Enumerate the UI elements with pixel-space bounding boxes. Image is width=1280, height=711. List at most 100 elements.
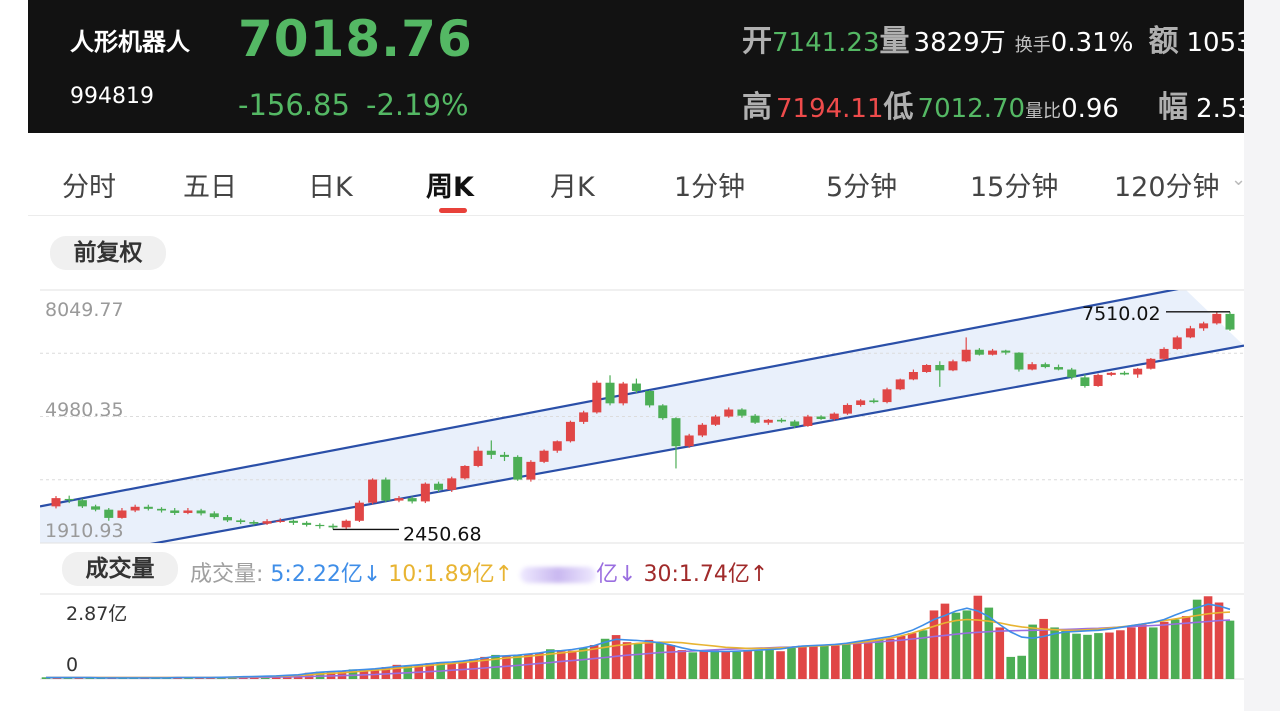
volume-bar	[74, 677, 84, 679]
tab-weekly-k[interactable]: 周K	[426, 172, 474, 203]
right-margin	[1244, 0, 1280, 711]
tab-daily-k[interactable]: 日K	[308, 172, 353, 203]
candle-body	[434, 483, 444, 490]
volume-indicator-button[interactable]: 成交量	[62, 552, 178, 586]
tab-15min[interactable]: 15分钟	[970, 172, 1059, 203]
candle-body	[988, 350, 998, 355]
volume-bar	[622, 642, 632, 679]
obscured-value	[520, 567, 597, 583]
volume-ratio-value: 0.96	[1061, 94, 1119, 124]
candle-body	[539, 450, 549, 462]
volume-bar	[447, 663, 456, 679]
candle-body	[447, 478, 457, 490]
volume-bar	[962, 610, 972, 679]
low-label: 低	[883, 90, 914, 125]
volume-bar	[984, 607, 994, 679]
volume-bar	[1127, 627, 1136, 679]
candle-body	[816, 416, 826, 419]
amount-value: 1053	[1186, 28, 1245, 58]
volume-bar	[820, 645, 829, 679]
candle-body	[631, 383, 641, 391]
candle-body	[1080, 377, 1090, 387]
volume-bar	[556, 651, 566, 679]
kline-chart[interactable]: 8049.77 4980.35 1910.93 7510.02 2450.68 2.87亿…	[0, 0, 1244, 711]
adjust-mode-button[interactable]: 前复权	[50, 236, 166, 270]
volume-bar	[524, 654, 533, 679]
volume-bar	[765, 649, 774, 679]
candle-body	[407, 498, 417, 502]
candle-body	[249, 522, 259, 524]
candle-body	[328, 525, 338, 528]
candle-body	[671, 418, 681, 447]
candle-body	[315, 524, 325, 527]
volume-bar	[841, 644, 851, 679]
stock-code: 994819	[70, 84, 154, 109]
candle-body	[170, 510, 180, 513]
volume-bar	[644, 639, 654, 679]
volume-bar	[589, 645, 599, 679]
candle-body	[1093, 374, 1103, 387]
tab-intraday[interactable]: 分时	[62, 172, 116, 203]
channel-fill	[40, 290, 1244, 543]
candle-body	[513, 456, 523, 480]
price-change: -156.85	[238, 88, 350, 122]
tab-120min[interactable]: 120分钟	[1114, 172, 1220, 203]
period-tabs: 分时 五日 日K 周K 月K 1分钟 5分钟 15分钟 120分钟 ⌄	[28, 147, 1247, 216]
tab-1min[interactable]: 1分钟	[674, 172, 746, 203]
volume-bar	[392, 664, 402, 679]
ma20-legend: 亿↓	[596, 562, 637, 587]
chevron-down-icon[interactable]: ⌄	[1231, 169, 1247, 190]
amplitude-label: 幅	[1158, 90, 1189, 125]
high-value: 7194.11	[776, 94, 884, 124]
tab-5min[interactable]: 5分钟	[826, 172, 898, 203]
tab-monthly-k[interactable]: 月K	[550, 172, 595, 203]
low-value: 7012.70	[917, 94, 1026, 124]
candle-body	[605, 382, 615, 404]
volume-bar	[754, 650, 763, 679]
amount-label: 额	[1148, 24, 1179, 59]
volume-bar	[1159, 621, 1169, 679]
candle-body	[1001, 350, 1011, 353]
y-axis-label: 1910.93	[45, 520, 124, 542]
candle-body	[592, 382, 602, 413]
candle-body	[420, 483, 430, 502]
candle-body	[341, 520, 351, 528]
volume-bar	[809, 646, 818, 679]
channel-lower-line	[149, 344, 1244, 543]
candle-body	[394, 498, 404, 501]
price-change-percent: -2.19%	[366, 88, 469, 122]
left-margin	[0, 0, 28, 711]
volume-bar	[381, 667, 391, 679]
volume-bar	[600, 638, 610, 679]
max-price-label: 7510.02	[1082, 303, 1161, 325]
volume-bar	[874, 639, 884, 679]
volume-bar	[1094, 633, 1103, 679]
volume-label: 量	[879, 24, 910, 59]
volume-bar	[677, 650, 687, 679]
candle-body	[842, 404, 852, 414]
volume-bar	[1105, 632, 1114, 679]
candle-body	[368, 479, 378, 503]
volume-bar	[1225, 620, 1235, 679]
y-axis-label: 8049.77	[45, 299, 124, 321]
candle-body	[1040, 364, 1050, 368]
tab-five-day[interactable]: 五日	[183, 172, 237, 203]
ma5-legend: 5:2.22亿↓	[270, 562, 382, 587]
volume-bar	[951, 612, 961, 679]
candle-body	[1172, 337, 1182, 349]
volume-bar	[1203, 596, 1213, 679]
volume-bar	[1006, 656, 1016, 679]
volume-bar	[567, 650, 577, 679]
volume-bar	[1061, 630, 1070, 679]
turnover-label: 换手	[1014, 35, 1051, 56]
candle-body	[222, 517, 232, 521]
y-axis-label: 4980.35	[45, 399, 124, 421]
volume-bar	[1028, 624, 1037, 679]
candle-body	[974, 349, 984, 355]
candle-body	[1014, 352, 1024, 370]
candle-body	[645, 390, 655, 406]
candle-body	[130, 506, 140, 511]
candle-body	[908, 372, 918, 380]
volume-bar	[1214, 602, 1224, 679]
